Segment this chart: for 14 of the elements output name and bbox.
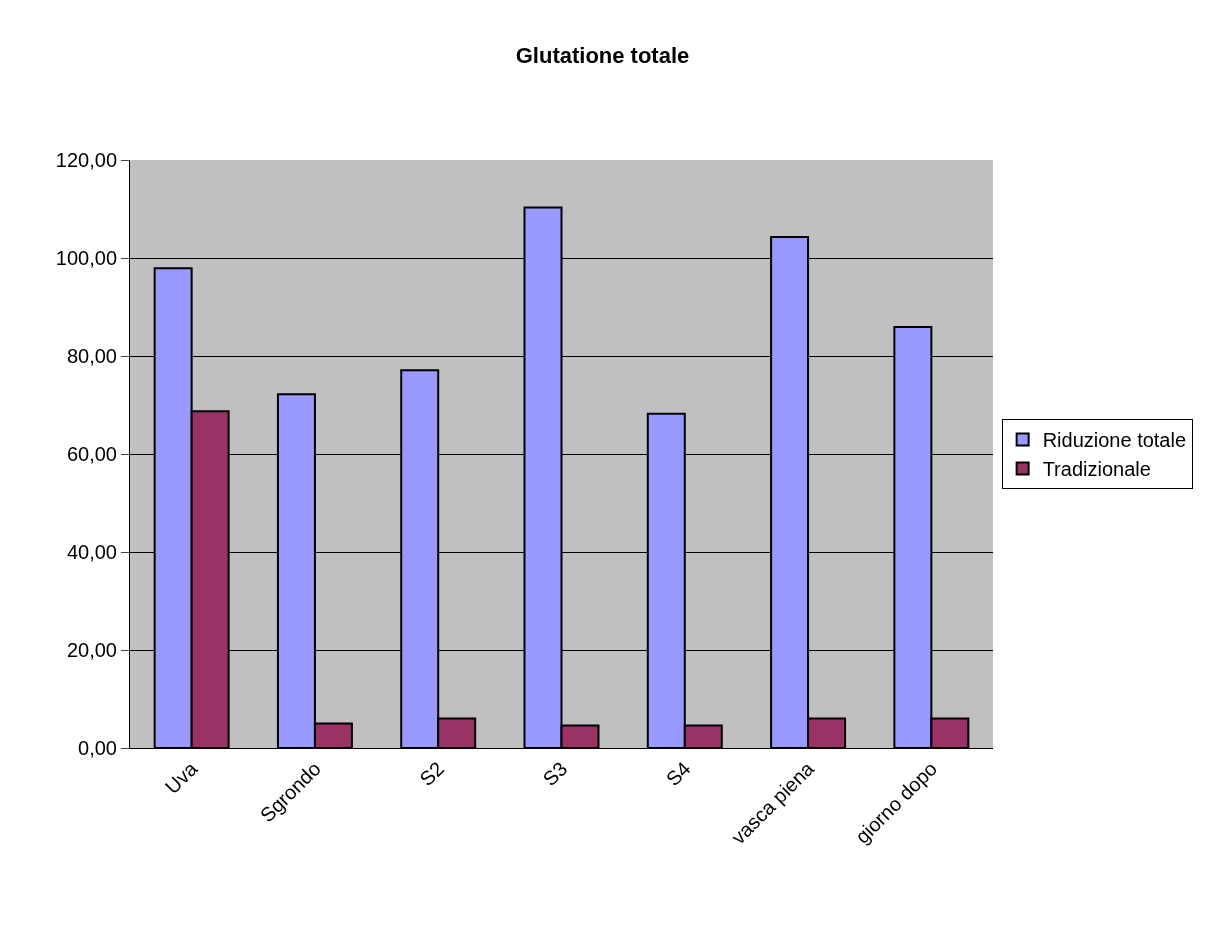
y-tick-label: 60,00 xyxy=(66,443,117,465)
y-tick-label: 120,00 xyxy=(55,149,117,171)
x-tick-label: Uva xyxy=(160,756,203,799)
chart-title: Glutatione totale xyxy=(515,42,690,68)
y-tick-label: 80,00 xyxy=(66,345,117,367)
y-tick-label: 20,00 xyxy=(66,639,117,661)
legend-label: Tradizionale xyxy=(1042,458,1151,481)
y-tick-label: 40,00 xyxy=(66,541,117,563)
x-tick-label: S4 xyxy=(661,757,695,791)
x-tick-label: S2 xyxy=(415,757,449,791)
y-tick-label: 0,00 xyxy=(78,737,117,759)
y-tick-label: 100,00 xyxy=(55,247,117,269)
x-tick-label: S3 xyxy=(538,757,572,791)
legend-label: Riduzione totale xyxy=(1042,429,1187,452)
